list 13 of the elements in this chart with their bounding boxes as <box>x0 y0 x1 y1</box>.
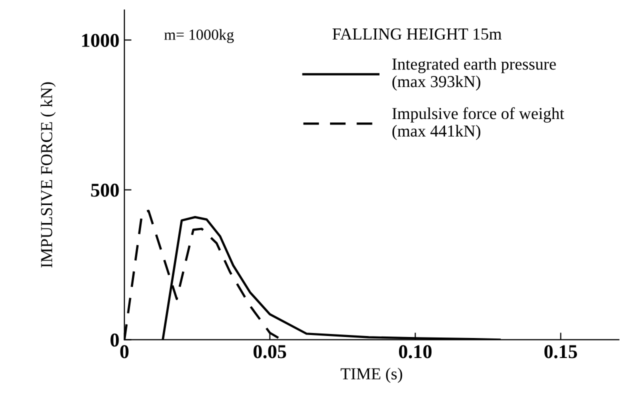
x-tick-label: 0.15 <box>544 345 578 358</box>
y-tick-label: 1000 <box>82 34 119 47</box>
annotation: FALLING HEIGHT 15m <box>332 28 502 40</box>
annotation: m= 1000kg <box>164 29 234 44</box>
y-tick-label: 0 <box>110 334 119 347</box>
x-tick-label: 0.05 <box>254 345 286 358</box>
x-axis-title: TIME (s) <box>340 368 402 383</box>
y-axis-title: IMPULSIVE FORCE ( kN) <box>40 82 56 268</box>
x-tick-label: 0.10 <box>399 345 432 358</box>
x-tick-label: 0 <box>120 345 129 358</box>
legend-label: Impulsive force of weight (max 441kN) <box>392 107 564 140</box>
legend-label: Integrated earth pressure (max 393kN) <box>392 58 556 91</box>
y-tick-label: 500 <box>91 184 119 197</box>
